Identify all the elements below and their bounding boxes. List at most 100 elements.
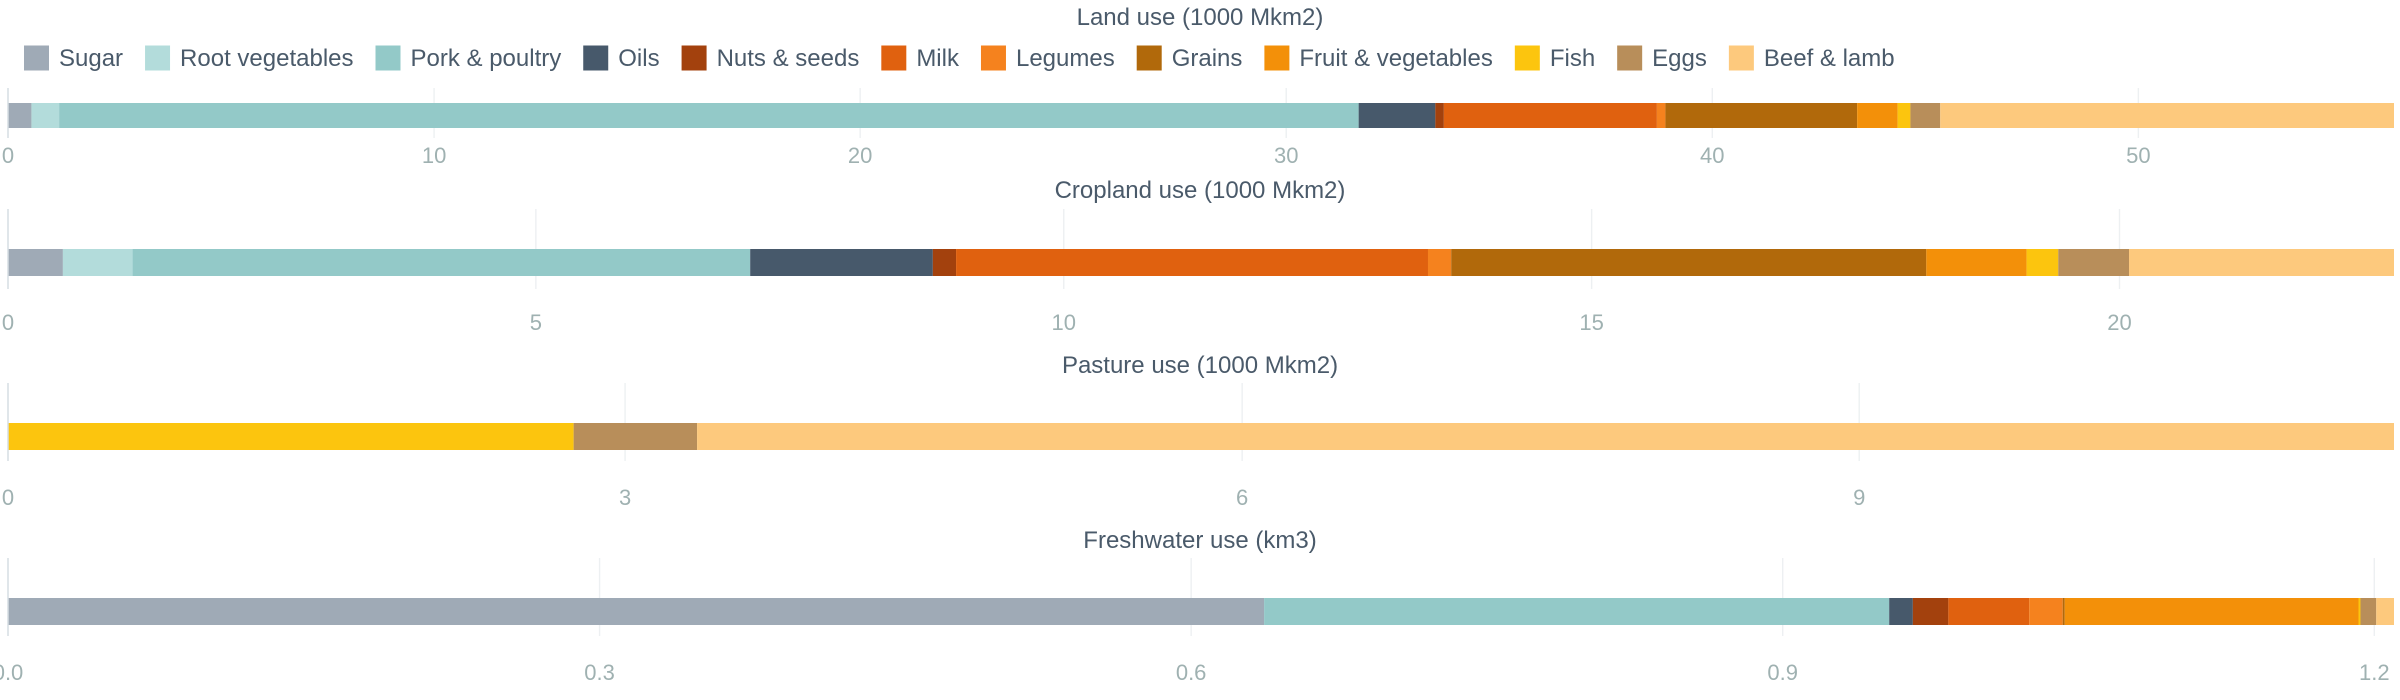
bar-segment-fruit-and-vegetables[interactable] <box>1926 249 2027 276</box>
legend-item-fruit-and-vegetables[interactable]: Fruit & vegetables <box>1264 45 1493 72</box>
legend-label: Grains <box>1172 45 1243 72</box>
bar-segment-fish[interactable] <box>2026 249 2059 276</box>
bar-segment-nuts-and-seeds[interactable] <box>1435 103 1444 128</box>
x-tick-label: 9 <box>1853 485 1865 510</box>
bar-segment-grains[interactable] <box>1665 103 1858 128</box>
bar-segment-eggs[interactable] <box>2360 598 2377 625</box>
legend-swatch <box>1617 45 1643 71</box>
bar-segment-milk[interactable] <box>1948 598 2030 625</box>
bar-segment-oils[interactable] <box>750 249 933 276</box>
bar-segment-legumes[interactable] <box>1427 249 1452 276</box>
x-tick-label: 5 <box>530 310 542 335</box>
legend-item-sugar[interactable]: Sugar <box>24 45 123 72</box>
bar-segment-root-vegetables[interactable] <box>31 103 60 128</box>
legend-item-grains[interactable]: Grains <box>1136 45 1243 72</box>
x-tick-label: 6 <box>1236 485 1248 510</box>
bar-segment-grains[interactable] <box>2062 598 2065 625</box>
x-tick-label: 10 <box>422 143 446 168</box>
bar-segment-root-vegetables[interactable] <box>62 249 133 276</box>
bar-segment-sugar[interactable] <box>8 249 63 276</box>
bar-segment-pork-and-poultry[interactable] <box>1264 598 1890 625</box>
legend-item-legumes[interactable]: Legumes <box>980 45 1115 72</box>
legend-item-root-vegetables[interactable]: Root vegetables <box>145 45 354 72</box>
bar-segment-nuts-and-seeds[interactable] <box>1912 598 1949 625</box>
legend-swatch <box>145 45 171 71</box>
panel-title: Freshwater use (km3) <box>1083 527 1316 554</box>
panel-title: Land use (1000 Mkm2) <box>1077 4 1324 31</box>
panel-freshwater-use-km3: Freshwater use (km3) 0.0 0.3 0.6 0.9 1.2 <box>0 527 2394 685</box>
panel-title: Pasture use (1000 Mkm2) <box>1062 352 1338 379</box>
legend-label: Fish <box>1550 45 1595 72</box>
legend-item-pork-and-poultry[interactable]: Pork & poultry <box>375 45 562 72</box>
legend-label: Pork & poultry <box>411 45 562 72</box>
legend-label: Sugar <box>59 45 123 72</box>
legend-label: Oils <box>618 45 659 72</box>
x-tick-label: 1.2 <box>2359 660 2390 685</box>
legend-label: Nuts & seeds <box>717 45 860 72</box>
x-tick-label: 0 <box>2 143 14 168</box>
bar-segment-fruit-and-vegetables[interactable] <box>2064 598 2359 625</box>
bar-segment-beef-and-lamb[interactable] <box>2129 249 2394 276</box>
legend-label: Legumes <box>1016 45 1115 72</box>
bar-segment-beef-and-lamb[interactable] <box>2376 598 2394 625</box>
x-tick-label: 0.9 <box>1767 660 1798 685</box>
bar-segment-grains[interactable] <box>1451 249 1927 276</box>
bar-segment-milk[interactable] <box>956 249 1428 276</box>
legend-item-eggs[interactable]: Eggs <box>1617 45 1707 72</box>
bar-segment-sugar[interactable] <box>8 103 32 128</box>
legend-label: Root vegetables <box>180 45 353 72</box>
legend-swatch <box>583 45 609 71</box>
legend-swatch <box>24 45 49 71</box>
bar-segment-fish[interactable] <box>8 423 574 450</box>
bar-segment-eggs[interactable] <box>2058 249 2130 276</box>
bar-segment-oils[interactable] <box>1889 598 1913 625</box>
legend-label: Milk <box>916 45 960 72</box>
bar-segment-beef-and-lamb[interactable] <box>1940 103 2394 128</box>
legend-swatch <box>681 45 707 71</box>
bar-segment-fruit-and-vegetables[interactable] <box>1857 103 1898 128</box>
legend-item-beef-and-lamb[interactable]: Beef & lamb <box>1728 45 1895 72</box>
x-tick-label: 3 <box>619 485 631 510</box>
panel-pasture-use-1000-mkm2: Pasture use (1000 Mkm2) 0 3 6 9 <box>2 352 2395 510</box>
legend-swatch <box>1264 45 1290 71</box>
legend-swatch <box>1514 45 1540 71</box>
bar-segment-nuts-and-seeds[interactable] <box>932 249 957 276</box>
bar-segment-fish[interactable] <box>1897 103 1911 128</box>
x-tick-label: 0.3 <box>584 660 615 685</box>
bar-segment-legumes[interactable] <box>1656 103 1666 128</box>
x-tick-label: 10 <box>1052 310 1076 335</box>
bar-segment-oils[interactable] <box>1358 103 1436 128</box>
legend-label: Beef & lamb <box>1764 45 1895 72</box>
legend-label: Fruit & vegetables <box>1299 45 1492 72</box>
chart-panels: Land use (1000 Mkm2)0 10 20 30 40 50Cropland … <box>0 4 2395 685</box>
legend-item-nuts-and-seeds[interactable]: Nuts & seeds <box>681 45 860 72</box>
panel-land-use-1000-mkm2: Land use (1000 Mkm2) 0 10 20 30 40 50 <box>2 4 2394 168</box>
bar-segment-pork-and-poultry[interactable] <box>132 249 751 276</box>
x-tick-label: 50 <box>2126 143 2150 168</box>
legend: Sugar Root vegetables Pork & poultry Oils Nu… <box>24 45 1895 72</box>
bar-segment-fish[interactable] <box>2358 598 2361 625</box>
panel-cropland-use-1000-mkm2: Cropland use (1000 Mkm2) 0 5 10 15 20 <box>2 177 2394 335</box>
legend-swatch <box>1728 45 1754 71</box>
legend-item-oils[interactable]: Oils <box>583 45 660 72</box>
x-tick-label: 30 <box>1274 143 1298 168</box>
bar-segment-legumes[interactable] <box>2029 598 2063 625</box>
x-tick-label: 40 <box>1700 143 1724 168</box>
panel-title: Cropland use (1000 Mkm2) <box>1055 177 1346 204</box>
x-tick-label: 0.0 <box>0 660 23 685</box>
bar-segment-eggs[interactable] <box>1910 103 1941 128</box>
x-tick-label: 0 <box>2 310 14 335</box>
bar-segment-pork-and-poultry[interactable] <box>59 103 1359 128</box>
legend-item-fish[interactable]: Fish <box>1514 45 1595 72</box>
x-tick-label: 0 <box>2 485 14 510</box>
legend-item-milk[interactable]: Milk <box>881 45 960 72</box>
legend-swatch <box>980 45 1006 71</box>
bar-segment-beef-and-lamb[interactable] <box>697 423 2395 450</box>
bar-segment-sugar[interactable] <box>8 598 1265 625</box>
x-tick-label: 20 <box>2107 310 2131 335</box>
x-tick-label: 20 <box>848 143 872 168</box>
bar-segment-eggs[interactable] <box>573 423 698 450</box>
bar-segment-milk[interactable] <box>1443 103 1657 128</box>
